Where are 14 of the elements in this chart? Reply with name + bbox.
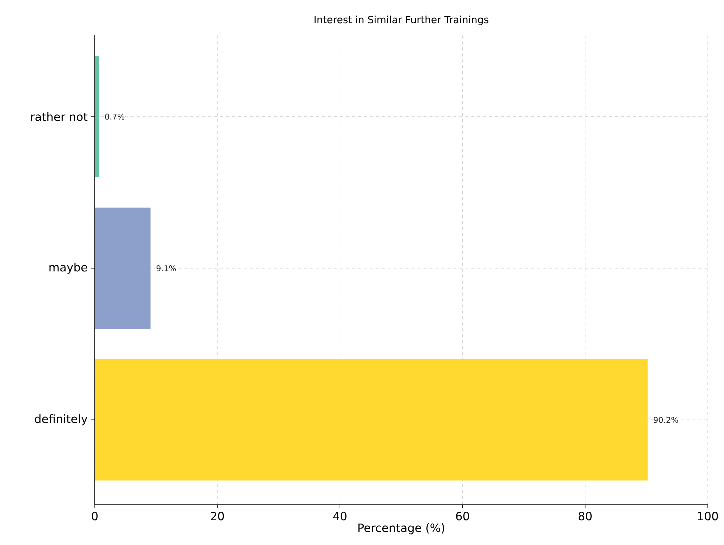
bar: [95, 359, 648, 481]
x-tick-label: 60: [456, 512, 470, 521]
x-tick-label: 100: [698, 512, 718, 521]
x-axis-title: Percentage (%): [358, 524, 444, 535]
x-tick-label: 80: [578, 512, 592, 521]
bar: [95, 208, 151, 330]
y-tick-label: rather not: [31, 112, 88, 122]
x-tick-label: 0: [92, 512, 98, 521]
chart-title: Interest in Similar Further Trainings: [314, 16, 489, 26]
y-tick-label: maybe: [50, 262, 88, 274]
x-tick-label: 40: [333, 512, 347, 521]
y-tick-label: definitely: [35, 414, 88, 426]
bar: [95, 56, 100, 178]
x-tick-label: 20: [211, 512, 224, 521]
